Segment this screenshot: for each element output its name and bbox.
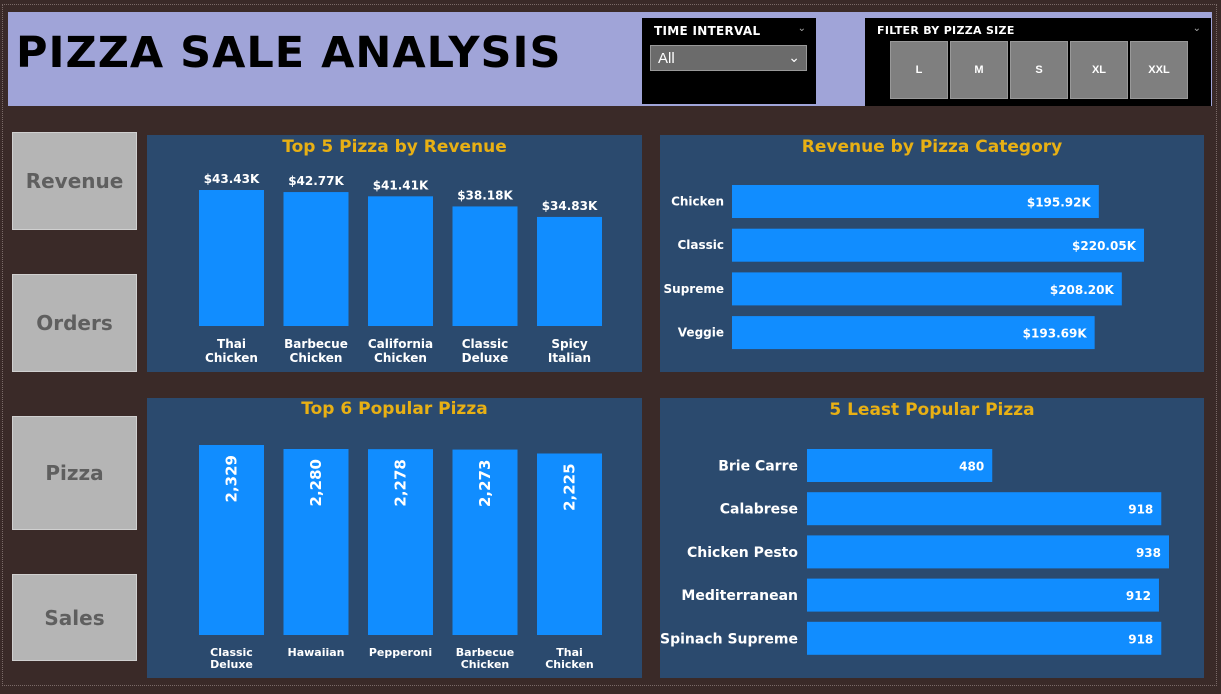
bar [537, 453, 602, 635]
bar [732, 185, 1099, 218]
tick-label: Chicken [290, 351, 343, 365]
bar [807, 492, 1162, 526]
category-revenue-chart: Chicken $195.92K Classic $220.05K Supreme $20… [664, 185, 1144, 350]
bar [537, 216, 602, 326]
bar [199, 445, 264, 635]
chevron-down-icon[interactable]: ⌄ [1192, 23, 1201, 34]
tick-label: Chicken [374, 351, 427, 365]
data-label: $208.20K [1050, 283, 1115, 297]
data-label: 918 [1128, 503, 1153, 517]
page-title: PIZZA SALE ANALYSIS [16, 28, 562, 78]
tick-label: Hawaiian [287, 646, 344, 659]
nav-button-pizza[interactable]: Pizza [12, 416, 137, 530]
tick-label: Calabrese [720, 502, 798, 518]
size-button-xl[interactable]: XL [1070, 41, 1128, 99]
data-label: 480 [959, 460, 984, 474]
dashboard-frame [2, 4, 1217, 686]
time-interval-value: All [658, 50, 675, 67]
tick-label: Thai [217, 337, 246, 351]
chart-title: Top 6 Popular Pizza [301, 399, 488, 419]
tick-label: Spinach Supreme [660, 631, 798, 647]
size-button-m[interactable]: M [950, 41, 1008, 99]
data-label: $195.92K [1027, 196, 1092, 210]
chevron-down-icon: ⌄ [788, 49, 800, 65]
data-label: 2,278 [392, 459, 410, 506]
bar [807, 535, 1169, 569]
tick-label: Brie Carre [718, 459, 798, 475]
data-label: $41.41K [373, 178, 429, 192]
tick-label: Deluxe [462, 351, 509, 365]
top5-revenue-panel: Top 5 Pizza by Revenue $43.43K Thai Chicke… [147, 135, 642, 372]
chart-title: Revenue by Pizza Category [801, 137, 1063, 157]
pizza-size-title: FILTER BY PIZZA SIZE [877, 24, 1015, 37]
bar [807, 621, 1162, 655]
data-label: $34.83K [542, 199, 598, 213]
pizza-size-filter: FILTER BY PIZZA SIZE ⌄ L M S XL XXL [865, 18, 1211, 106]
tick-label: Spicy [551, 337, 587, 351]
bar [732, 272, 1122, 306]
tick-label: Chicken [461, 658, 510, 671]
tick-label: Chicken Pesto [687, 545, 798, 561]
tick-label: Deluxe [210, 658, 253, 671]
size-button-xxl[interactable]: XXL [1130, 41, 1188, 99]
data-label: 2,225 [561, 463, 579, 510]
data-label: 938 [1136, 546, 1161, 560]
bar [807, 449, 993, 482]
size-button-s[interactable]: S [1010, 41, 1068, 99]
tick-label: Chicken [671, 195, 724, 209]
chart-title: 5 Least Popular Pizza [829, 400, 1035, 420]
data-label: 912 [1126, 589, 1151, 603]
tick-label: Classic [462, 337, 509, 351]
tick-label: Classic [210, 646, 253, 659]
tick-label: Thai [556, 646, 583, 659]
tick-label: Classic [677, 238, 724, 252]
nav-button-orders[interactable]: Orders [12, 274, 137, 372]
category-revenue-panel: Revenue by Pizza Category Chicken $195.92… [660, 135, 1204, 372]
tick-label: Supreme [664, 282, 724, 296]
tick-label: Barbecue [284, 337, 348, 351]
tick-label: Chicken [205, 351, 258, 365]
nav-button-revenue[interactable]: Revenue [12, 132, 137, 230]
bar [807, 578, 1159, 612]
tick-label: Chicken [545, 658, 594, 671]
size-button-l[interactable]: L [890, 41, 948, 99]
data-label: $38.18K [457, 188, 513, 202]
tick-label: Barbecue [456, 646, 514, 659]
bar [452, 449, 518, 635]
data-label: 2,329 [223, 455, 241, 502]
tick-label: Mediterranean [681, 588, 798, 604]
chevron-down-icon[interactable]: ⌄ [797, 23, 806, 34]
bar [732, 316, 1095, 350]
bar [732, 228, 1144, 262]
bar [199, 190, 264, 326]
bar [368, 449, 433, 635]
bar [283, 448, 349, 635]
tick-label: California [368, 337, 433, 351]
top5-revenue-chart: $43.43KThaiChicken$42.77KBarbecueChicken… [199, 172, 602, 365]
data-label: 2,280 [307, 459, 325, 506]
bar [452, 206, 518, 326]
least-popular-chart: Brie Carre 480 Calabrese 918 Chicken Pesto 93… [660, 449, 1169, 655]
bar [283, 192, 349, 326]
time-interval-filter: TIME INTERVAL ⌄ All ⌄ [642, 18, 816, 104]
data-label: $42.77K [288, 174, 344, 188]
chart-title: Top 5 Pizza by Revenue [282, 137, 507, 157]
data-label: 2,273 [476, 460, 494, 507]
data-label: $193.69K [1023, 327, 1088, 341]
time-interval-title: TIME INTERVAL [654, 24, 761, 38]
tick-label: Italian [548, 351, 591, 365]
tick-label: Veggie [678, 326, 724, 340]
nav-button-sales[interactable]: Sales [12, 574, 137, 661]
data-label: $220.05K [1072, 239, 1137, 253]
data-label: $43.43K [204, 172, 260, 186]
popular-pizza-panel: Top 6 Popular Pizza 2,329 Classic Deluxe 2,… [147, 398, 642, 678]
bar [368, 196, 433, 326]
least-popular-panel: 5 Least Popular Pizza Brie Carre 480 Calab… [660, 398, 1204, 678]
time-interval-select[interactable]: All ⌄ [650, 45, 807, 71]
data-label: 918 [1128, 632, 1153, 646]
tick-label: Pepperoni [369, 646, 432, 659]
